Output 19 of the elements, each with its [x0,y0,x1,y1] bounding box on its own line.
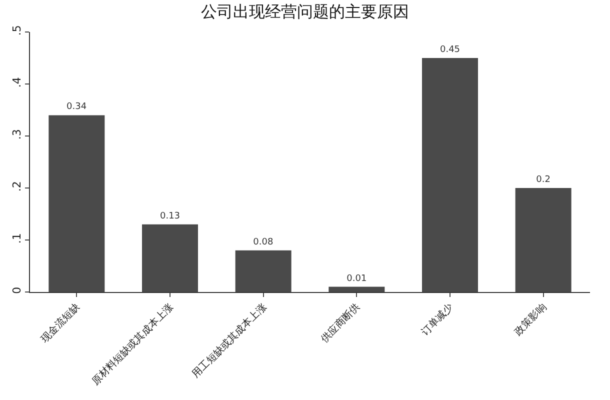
x-tick-label: 政策影响 [512,301,549,338]
y-tick-label: .3 [10,129,24,140]
x-tick-label: 订单减少 [418,301,456,338]
y-tick-label: 0 [10,286,24,294]
y-tick-label: .5 [10,25,24,36]
y-tick-label: .1 [10,233,24,244]
x-tick-label: 现金流短缺 [38,301,82,346]
data-label: 0.2 [536,175,550,185]
data-label: 0.13 [160,211,180,222]
y-tick-label: .2 [10,181,24,192]
data-label: 0.08 [253,237,274,248]
data-label: 0.01 [346,274,367,284]
x-tick-label: 供应商断供 [318,301,362,346]
y-tick-label: .4 [10,77,24,88]
x-tick-label: 原材料短缺或其成本上涨 [89,301,176,388]
x-tick-label: 用工短缺或其成本上涨 [190,301,269,380]
data-label: 0.45 [440,45,460,55]
data-label: 0.34 [66,102,87,112]
chart-title: 公司出现经营问题的主要原因 [201,2,409,22]
